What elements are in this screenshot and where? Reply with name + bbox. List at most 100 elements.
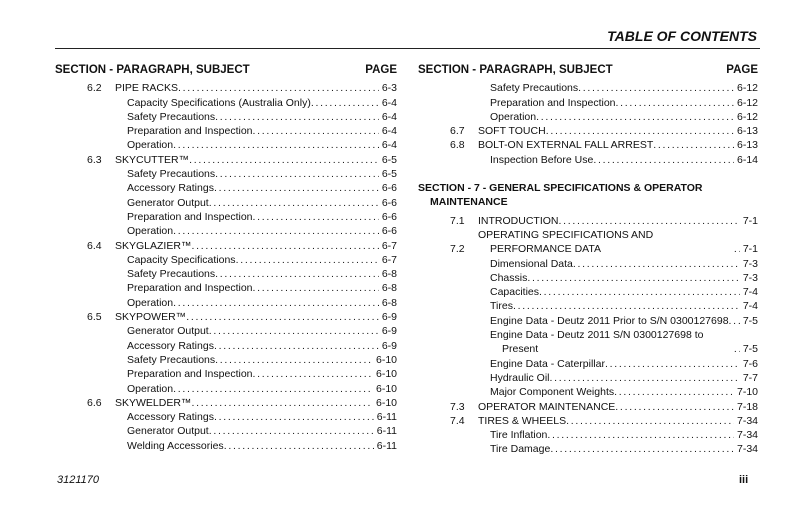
item-page: 6-11 bbox=[376, 411, 397, 424]
item-text: Capacities bbox=[490, 286, 540, 299]
entry-page: 6-3 bbox=[381, 82, 397, 95]
toc-entry: 6.4 SKYGLAZIER™ 6-7 bbox=[55, 239, 397, 253]
item-page: 7-34 bbox=[736, 443, 758, 456]
item-page: 7-5 bbox=[742, 314, 758, 327]
item-text: Accessory Ratings bbox=[127, 339, 214, 352]
dot-leader bbox=[539, 285, 740, 299]
item-page: 6-11 bbox=[376, 439, 397, 452]
dot-leader bbox=[214, 410, 374, 424]
entry-number: 6.5 bbox=[87, 311, 102, 324]
entry-number: 7.3 bbox=[450, 400, 465, 413]
item-text: Preparation and Inspection bbox=[490, 96, 616, 109]
dot-leader bbox=[191, 239, 378, 253]
item-text: Engine Data - Deutz 2011 S/N 0300127698 … bbox=[490, 329, 704, 356]
entry-number: 6.8 bbox=[450, 139, 465, 152]
toc-item: Generator Output 6-11 bbox=[55, 424, 397, 438]
entry-title: SOFT TOUCH bbox=[478, 125, 546, 138]
dot-leader bbox=[573, 257, 740, 271]
item-page: 7-7 bbox=[742, 371, 758, 384]
item-text: Capacity Specifications bbox=[127, 253, 236, 266]
item-text: Tire Inflation bbox=[490, 429, 548, 442]
entry-title: OPERATOR MAINTENANCE bbox=[478, 400, 616, 413]
item-page: 6-12 bbox=[736, 110, 758, 123]
dot-leader bbox=[616, 96, 734, 110]
item-page: 7-3 bbox=[742, 271, 758, 284]
item-page: 7-6 bbox=[742, 357, 758, 370]
entry-number: 6.4 bbox=[87, 239, 102, 252]
item-text: Operation bbox=[490, 110, 537, 123]
item-page: 6-6 bbox=[381, 196, 397, 209]
dot-leader bbox=[191, 396, 373, 410]
dot-leader bbox=[178, 81, 379, 95]
item-page: 6-4 bbox=[381, 125, 397, 138]
item-text: Generator Output bbox=[127, 325, 209, 338]
toc-column: SECTION - PARAGRAPH, SUBJECT PAGE Safety P… bbox=[418, 63, 758, 457]
toc-entry: 6.5 SKYPOWER™ 6-9 bbox=[55, 310, 397, 324]
item-text: Preparation and Inspection bbox=[127, 125, 253, 138]
toc-item: Operation 6-4 bbox=[55, 138, 397, 152]
heading: SECTION - PARAGRAPH, SUBJECT bbox=[418, 64, 613, 76]
entry-page: 6-10 bbox=[375, 396, 397, 409]
toc-item: Operation 6-6 bbox=[55, 224, 397, 238]
dot-leader bbox=[550, 371, 740, 385]
toc-item: Capacities 7-4 bbox=[418, 285, 758, 299]
page-heading: PAGE bbox=[365, 64, 397, 76]
page-title: TABLE OF CONTENTS bbox=[607, 28, 757, 44]
dot-leader bbox=[593, 153, 734, 167]
dot-leader bbox=[173, 296, 379, 310]
entry-title: SKYGLAZIER™ bbox=[115, 239, 192, 252]
toc-item: Tire Damage 7-34 bbox=[418, 442, 758, 456]
dot-leader bbox=[215, 110, 379, 124]
dot-leader bbox=[559, 214, 740, 228]
entry-number: 6.2 bbox=[87, 82, 102, 95]
toc-item: Preparation and Inspection 6-6 bbox=[55, 210, 397, 224]
toc-item: Safety Precautions 6-5 bbox=[55, 167, 397, 181]
dot-leader bbox=[173, 382, 373, 396]
item-page: 7-5 bbox=[742, 343, 758, 356]
entry-page: 7-18 bbox=[736, 400, 758, 413]
item-page: 6-9 bbox=[381, 339, 397, 352]
item-text: Major Component Weights bbox=[490, 386, 615, 399]
toc-item: Safety Precautions 6-8 bbox=[55, 267, 397, 281]
toc-item: Inspection Before Use 6-14 bbox=[418, 153, 758, 167]
entry-number: 7.4 bbox=[450, 414, 465, 427]
section-title: SECTION - 7 - GENERAL SPECIFICATIONS & O… bbox=[418, 182, 703, 209]
item-page: 6-10 bbox=[375, 353, 397, 366]
item-text: Operation bbox=[127, 382, 174, 395]
item-text: Preparation and Inspection bbox=[127, 368, 253, 381]
item-text: Hydraulic Oil bbox=[490, 371, 550, 384]
page-heading: PAGE bbox=[726, 64, 758, 76]
column-header: SECTION - PARAGRAPH, SUBJECT PAGE bbox=[418, 63, 758, 77]
toc-item: Major Component Weights 7-10 bbox=[418, 385, 758, 399]
toc-item: Engine Data - Deutz 2011 S/N 0300127698 … bbox=[418, 328, 758, 357]
entry-number: 6.6 bbox=[87, 396, 102, 409]
toc-item: Preparation and Inspection 6-10 bbox=[55, 367, 397, 381]
dot-leader bbox=[546, 124, 734, 138]
toc-item: Generator Output 6-9 bbox=[55, 324, 397, 338]
item-page: 6-6 bbox=[381, 225, 397, 238]
dot-leader bbox=[547, 428, 734, 442]
dot-leader bbox=[215, 267, 379, 281]
item-text: Operation bbox=[127, 296, 174, 309]
item-text: Safety Precautions bbox=[127, 168, 216, 181]
dot-leader bbox=[253, 367, 373, 381]
column-header: SECTION - PARAGRAPH, SUBJECT PAGE bbox=[55, 63, 397, 77]
entry-title: TIRES & WHEELS bbox=[478, 414, 567, 427]
toc-column: SECTION - PARAGRAPH, SUBJECT PAGE 6.2 PIPE … bbox=[55, 63, 397, 453]
item-text: Safety Precautions bbox=[127, 353, 216, 366]
item-text: Preparation and Inspection bbox=[127, 282, 253, 295]
item-page: 6-12 bbox=[736, 82, 758, 95]
toc-item: Accessory Ratings 6-6 bbox=[55, 181, 397, 195]
dot-leader bbox=[214, 339, 379, 353]
entry-page: 6-7 bbox=[381, 239, 397, 252]
toc-item: Generator Output 6-6 bbox=[55, 196, 397, 210]
entry-page: 6-5 bbox=[381, 153, 397, 166]
entry-title: SKYCUTTER™ bbox=[115, 153, 190, 166]
item-page: 6-6 bbox=[381, 182, 397, 195]
entry-page: 6-13 bbox=[736, 125, 758, 138]
toc-item: Tire Inflation 7-34 bbox=[418, 428, 758, 442]
toc-item: Safety Precautions 6-12 bbox=[418, 81, 758, 95]
item-page: 6-11 bbox=[376, 425, 397, 438]
dot-leader bbox=[311, 96, 379, 110]
dot-leader bbox=[614, 385, 734, 399]
